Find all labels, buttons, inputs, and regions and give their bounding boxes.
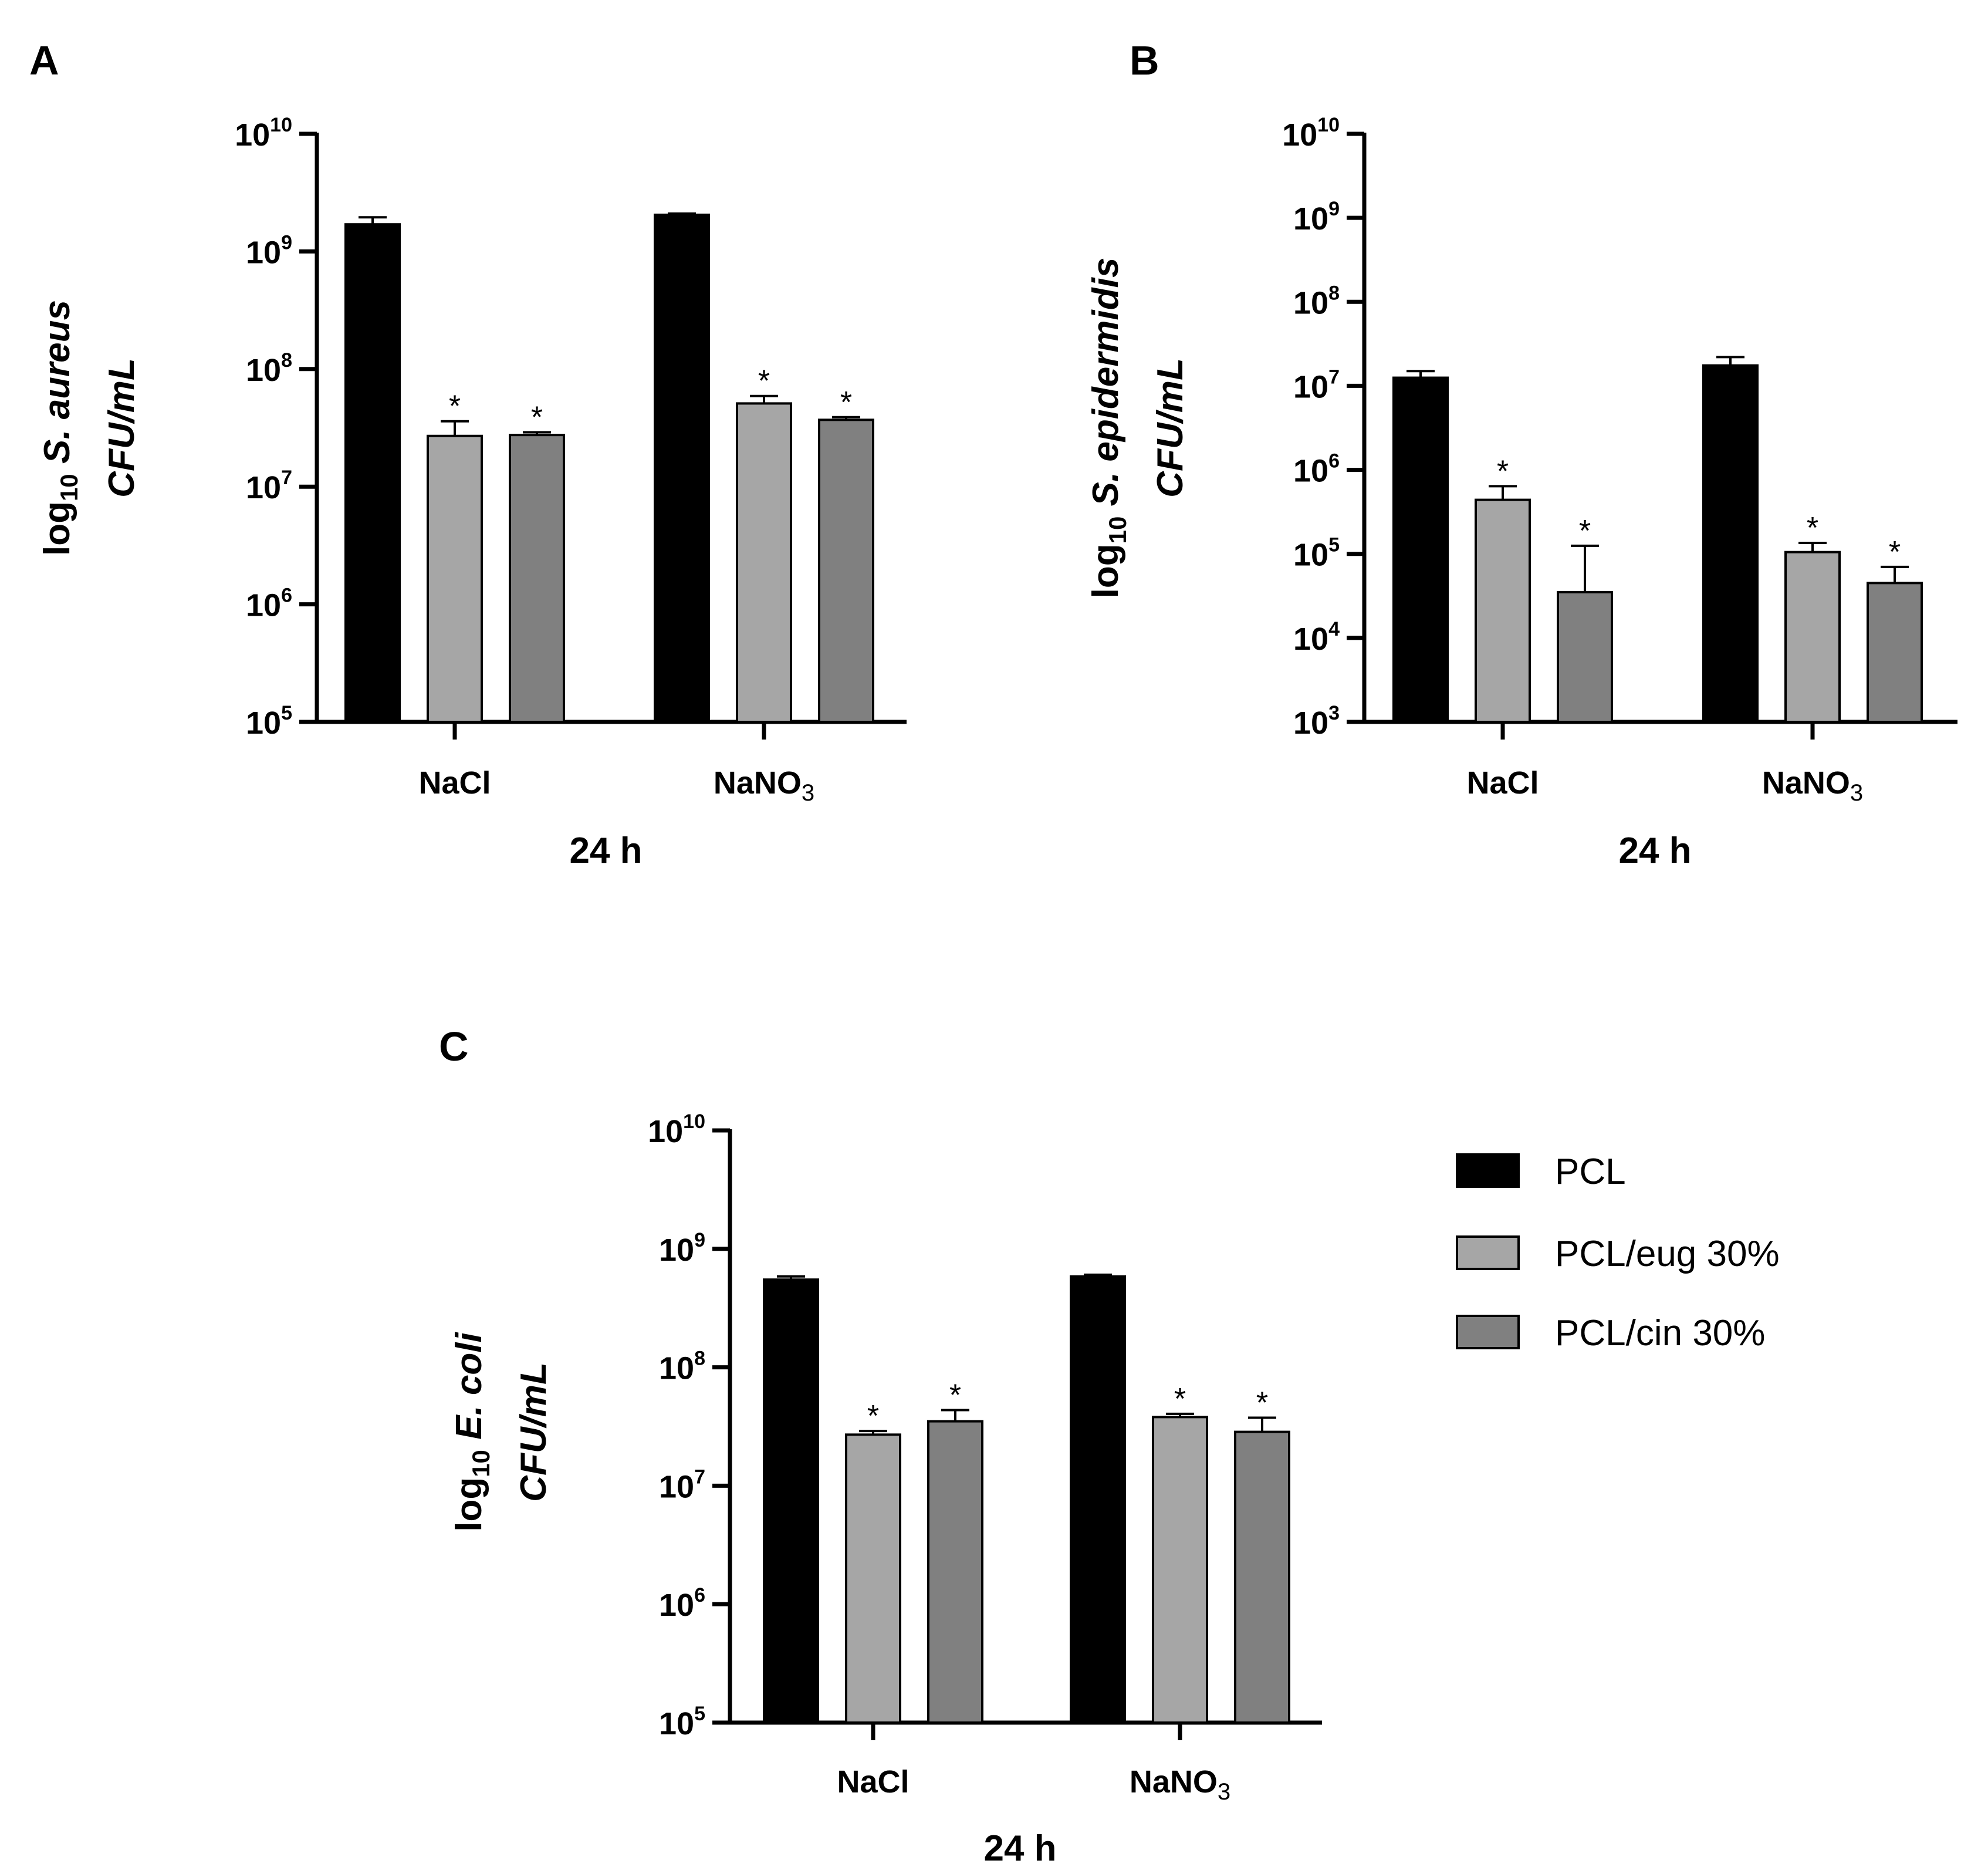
y-axis-title: log10 S. aureus [37, 300, 83, 556]
y-tick-label: 104 [1293, 618, 1340, 657]
bar-pcl-eug-30--nano [736, 402, 792, 723]
y-tick-label: 1010 [235, 114, 292, 153]
legend-label: PCL [1555, 1152, 1626, 1192]
y-tick-label: 106 [659, 1584, 705, 1623]
significance-star: * [531, 401, 543, 435]
y-tick-label: 107 [246, 467, 292, 505]
legend-swatch [1456, 1315, 1520, 1349]
significance-star: * [1497, 454, 1509, 488]
y-tick-label: 107 [1293, 366, 1340, 404]
bar-pcl-eug-30--nacl [427, 434, 483, 723]
y-tick-label: 1010 [648, 1110, 705, 1149]
y-tick-label: 109 [659, 1229, 705, 1268]
significance-star: * [1807, 511, 1818, 545]
legend-swatch [1456, 1235, 1520, 1270]
significance-star: * [758, 364, 770, 399]
bar-pcl-eug-30--nano [1784, 551, 1841, 724]
bar-pcl-eug-30--nano [1152, 1416, 1208, 1724]
bar-pcl-cin-30--nacl [1557, 590, 1613, 723]
panel-label: B [1130, 38, 1159, 83]
significance-star: * [1889, 535, 1901, 569]
x-category-label: NaNO3 [1130, 1764, 1230, 1805]
x-axis-title: 24 h [569, 830, 642, 871]
x-category-label: NaCl [837, 1764, 909, 1800]
y-tick-label: 108 [1293, 282, 1340, 320]
significance-star: * [1256, 1386, 1268, 1420]
y-tick-label: 107 [659, 1466, 705, 1504]
legend-label: PCL/cin 30% [1555, 1313, 1765, 1353]
y-tick-label: 105 [659, 1703, 705, 1741]
bar-pcl-cin-30--nano [818, 418, 874, 723]
bar-pcl-eug-30--nacl [845, 1433, 901, 1724]
y-axis-title: log10 S. epidermidis [1086, 258, 1131, 599]
bar-pcl-eug-30--nacl [1475, 498, 1531, 723]
panel-a-chart: A 105 106 107 108 109 1010 log10 S. aureus CFU/m… [29, 38, 907, 871]
y-tick-label: 105 [246, 702, 292, 741]
y-tick-label: 108 [659, 1348, 705, 1386]
bar-pcl-cin-30--nacl [509, 434, 565, 723]
y-tick-label: 106 [1293, 450, 1340, 489]
significance-star: * [867, 1399, 879, 1433]
y-axis-title: log10 E. coli [449, 1331, 495, 1531]
bar-pcl-nano [1702, 364, 1759, 723]
x-axis-title: 24 h [1618, 830, 1691, 871]
significance-star: * [1579, 514, 1591, 548]
y-axis-unit: CFU/mL [513, 1362, 554, 1502]
bar-pcl-nano [1070, 1275, 1126, 1724]
significance-star: * [1174, 1382, 1186, 1416]
bar-pcl-nano [654, 213, 710, 724]
panel-label: A [29, 38, 59, 83]
significance-star: * [949, 1379, 961, 1413]
bar-pcl-nacl [344, 223, 401, 724]
bar-pcl-cin-30--nano [1234, 1430, 1290, 1724]
legend-label: PCL/eug 30% [1555, 1234, 1780, 1274]
x-category-label: NaNO3 [1762, 765, 1863, 806]
panel-b-chart: B 103 104 105 106 107 108 109 1010 log10 S. epide… [1086, 38, 1957, 871]
bar-pcl-nacl [1392, 376, 1449, 723]
x-category-label: NaCl [418, 765, 491, 801]
y-tick-label: 108 [246, 349, 292, 388]
y-axis-unit: CFU/mL [102, 358, 142, 498]
x-axis-title: 24 h [983, 1828, 1056, 1867]
bar-pcl-cin-30--nano [1867, 582, 1923, 723]
y-tick-label: 103 [1293, 702, 1340, 741]
bar-pcl-cin-30--nacl [927, 1420, 983, 1724]
y-tick-label: 1010 [1282, 114, 1340, 153]
panel-c-chart: C 105 106 107 108 109 1010 log10 E. coli CFU/mL *… [439, 1024, 1322, 1867]
y-axis-unit: CFU/mL [1150, 358, 1191, 498]
y-tick-label: 109 [246, 231, 292, 270]
bar-pcl-nacl [763, 1278, 819, 1724]
x-category-label: NaCl [1466, 765, 1539, 801]
legend-swatch [1456, 1153, 1520, 1188]
y-tick-label: 109 [1293, 198, 1340, 237]
legend: PCL PCL/eug 30% PCL/cin 30% [1456, 1152, 1780, 1353]
panel-label: C [439, 1024, 469, 1069]
x-category-label: NaNO3 [714, 765, 814, 806]
y-tick-label: 105 [1293, 534, 1340, 573]
significance-star: * [449, 390, 461, 424]
y-tick-label: 106 [246, 585, 292, 623]
significance-star: * [840, 386, 852, 420]
